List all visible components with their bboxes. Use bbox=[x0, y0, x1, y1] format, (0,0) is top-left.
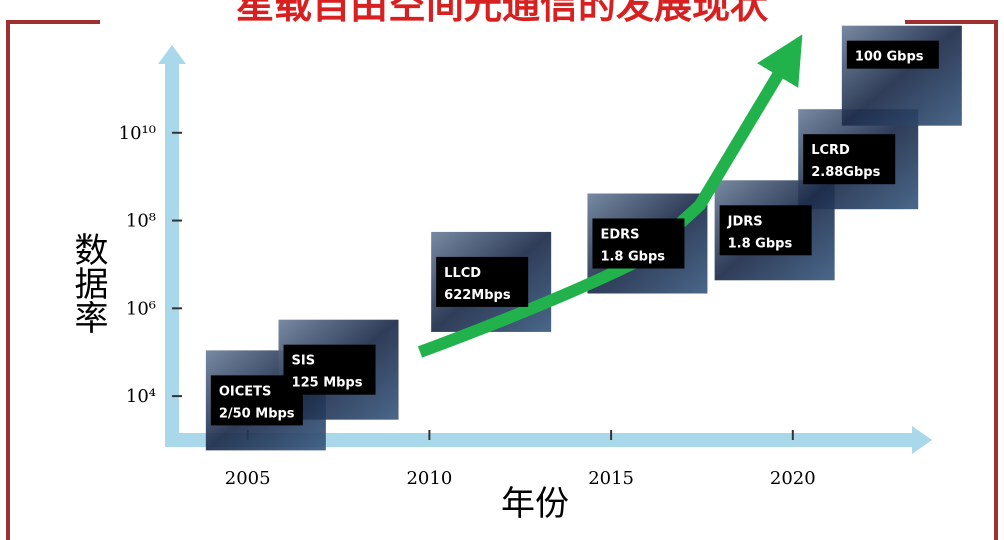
mission-name: SIS bbox=[292, 354, 316, 369]
x-tick-label: 2010 bbox=[406, 468, 452, 489]
slide-title: 星载自由空间光通信的发展现状 bbox=[236, 0, 769, 27]
mission-rate: 1.8 Gbps bbox=[728, 236, 793, 251]
mission-rate: 2/50 Mbps bbox=[219, 406, 295, 421]
mission-rate: 1.8 Gbps bbox=[600, 250, 665, 265]
mission-rate: 622Mbps bbox=[444, 288, 511, 303]
mission-rate: 100 Gbps bbox=[855, 50, 924, 65]
mission-name: OICETS bbox=[219, 384, 272, 399]
y-axis-arrow bbox=[158, 45, 186, 64]
mission-name: JDRS bbox=[727, 214, 763, 229]
mission-rate: 2.88Gbps bbox=[811, 165, 880, 180]
y-tick-label: 10⁴ bbox=[126, 386, 156, 407]
x-axis-arrow bbox=[912, 426, 932, 454]
x-tick-label: 2005 bbox=[225, 468, 271, 489]
y-tick-label: 10¹⁰ bbox=[119, 123, 156, 144]
x-tick-label: 2020 bbox=[770, 468, 816, 489]
mission-name: LLCD bbox=[444, 266, 481, 281]
slide: 星载自由空间光通信的发展现状 数据率 年份 10⁴ 10⁶ 10⁸ 10¹⁰ 2005 2… bbox=[0, 0, 1004, 540]
y-tick-label: 10⁸ bbox=[126, 211, 156, 232]
x-tick-label: 2015 bbox=[588, 468, 634, 489]
y-axis-label: 数据率 bbox=[68, 232, 108, 334]
mission-name: LCRD bbox=[811, 143, 850, 158]
mission-rate: 125 Mbps bbox=[292, 376, 363, 391]
y-tick-label: 10⁶ bbox=[126, 298, 156, 319]
mission-name: EDRS bbox=[600, 228, 639, 243]
x-axis-label: 年份 bbox=[501, 484, 569, 524]
